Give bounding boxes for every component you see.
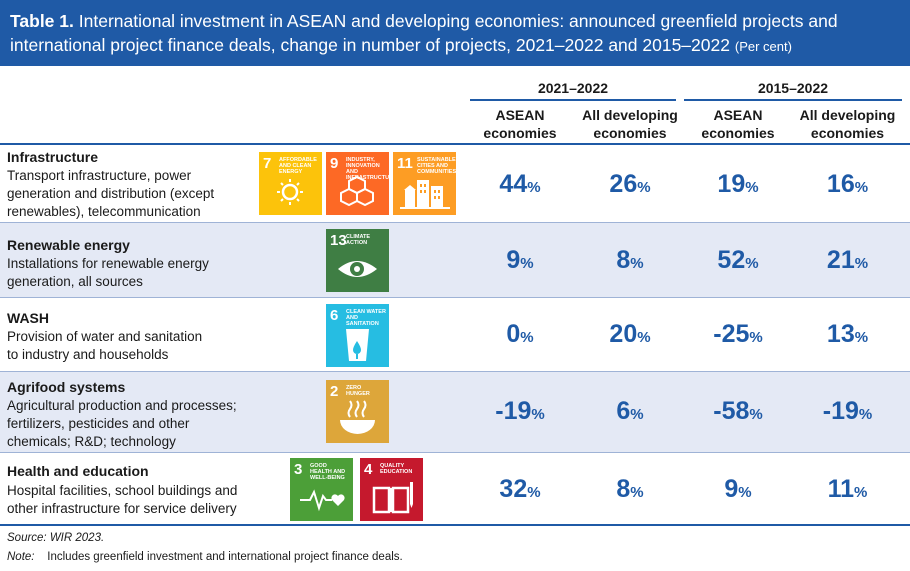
sdg-11-badge: 11 SUSTAINABLE CITIES AND COMMUNITIES <box>393 152 456 215</box>
row-description: Transport infrastructure, power generatio… <box>7 168 215 219</box>
value-wash-dev-2021: 20% <box>609 320 651 348</box>
value-health-dev-2021: 8% <box>616 475 644 503</box>
table-row-health-education: Health and education Hospital facilities… <box>0 453 910 524</box>
table-row-wash: WASH Provision of water and sanitation to… <box>0 298 910 371</box>
row-description: Provision of water and sanitation to indu… <box>7 329 203 362</box>
value-wash-asean-2021: 0% <box>506 320 534 348</box>
value-renew-asean-2015: 52% <box>717 246 759 274</box>
column-header-developing-1: All developing economies <box>582 107 678 141</box>
row-title: Agrifood systems <box>7 379 126 395</box>
source-note: Source: WIR 2023. <box>7 532 105 544</box>
column-group-2021-2022: 2021–2022 <box>470 80 676 101</box>
row-title: Health and education <box>7 463 149 479</box>
sdg-9-badge: 9 INDUSTRY, INNOVATION AND INFRASTRUCTURE <box>326 152 397 215</box>
row-divider <box>0 452 910 453</box>
value-renew-dev-2021: 8% <box>616 246 644 274</box>
row-title: WASH <box>7 310 49 326</box>
value-infra-asean-2021: 44% <box>499 170 541 198</box>
title-line-2: international project finance deals, cha… <box>10 35 730 55</box>
sdg-7-badge: 7 AFFORDABLE AND CLEAN ENERGY <box>259 152 322 215</box>
value-agri-asean-2015: -58% <box>713 397 763 425</box>
value-infra-asean-2015: 19% <box>717 170 759 198</box>
value-agri-dev-2015: -19% <box>822 397 873 425</box>
table-title: Table 1. International investment in ASE… <box>0 0 910 66</box>
table-note: Note: Includes greenfield investment and… <box>7 551 403 563</box>
column-header-asean-2: ASEAN economies <box>701 107 775 141</box>
column-group-2015-2022: 2015–2022 <box>684 80 902 101</box>
row-divider <box>0 371 910 372</box>
eye-globe-icon <box>338 261 377 277</box>
value-wash-asean-2015: -25% <box>713 320 763 348</box>
header-rule <box>0 143 910 145</box>
bowl-icon <box>340 400 375 434</box>
sdg-2-badge: 2 ZERO HUNGER <box>326 380 389 443</box>
value-agri-asean-2021: -19% <box>495 397 545 425</box>
row-title: Infrastructure <box>7 149 99 165</box>
table-bottom-rule <box>0 524 910 526</box>
value-health-dev-2015: 11% <box>827 475 868 503</box>
title-unit: (Per cent) <box>734 39 792 54</box>
value-infra-dev-2015: 16% <box>826 170 869 198</box>
table-row-renewable-energy: Renewable energy Installations for renew… <box>0 223 910 297</box>
sdg-6-badge: 6 CLEAN WATER AND SANITATION <box>326 304 389 367</box>
sun-icon <box>277 179 303 205</box>
value-wash-dev-2015: 13% <box>826 320 869 348</box>
heartbeat-icon <box>300 489 345 512</box>
column-header-developing-2: All developing economies <box>799 107 896 141</box>
row-title: Renewable energy <box>7 237 130 253</box>
row-description: Hospital facilities, school buildings an… <box>7 483 238 516</box>
table-label: Table 1. <box>10 11 74 31</box>
value-health-asean-2015: 9% <box>724 475 752 503</box>
water-glass-icon <box>346 329 369 361</box>
table-row-agrifood: Agrifood systems Agricultural production… <box>0 372 910 452</box>
sdg-4-badge: 4 QUALITY EDUCATION <box>360 458 423 521</box>
column-header-asean-1: ASEAN economies <box>483 107 557 141</box>
title-line-1: International investment in ASEAN and de… <box>78 11 838 31</box>
sdg-13-badge: 13 CLIMATE ACTION <box>326 229 389 292</box>
sdg-3-badge: 3 GOOD HEALTH AND WELL-BEING <box>290 458 353 521</box>
row-description: Installations for renewable energy genera… <box>7 256 209 289</box>
book-icon <box>372 482 413 514</box>
value-health-asean-2021: 32% <box>499 475 541 503</box>
value-agri-dev-2021: 6% <box>616 397 644 425</box>
buildings-icon <box>400 180 450 209</box>
table-row-infrastructure: Infrastructure Transport infrastructure,… <box>0 145 910 222</box>
value-infra-dev-2021: 26% <box>609 170 651 198</box>
cubes-icon <box>340 175 374 207</box>
row-description: Agricultural production and processes; fe… <box>7 398 237 449</box>
row-divider <box>0 222 910 223</box>
value-renew-dev-2015: 21% <box>826 246 869 274</box>
row-divider <box>0 297 910 298</box>
value-renew-asean-2021: 9% <box>506 246 534 274</box>
